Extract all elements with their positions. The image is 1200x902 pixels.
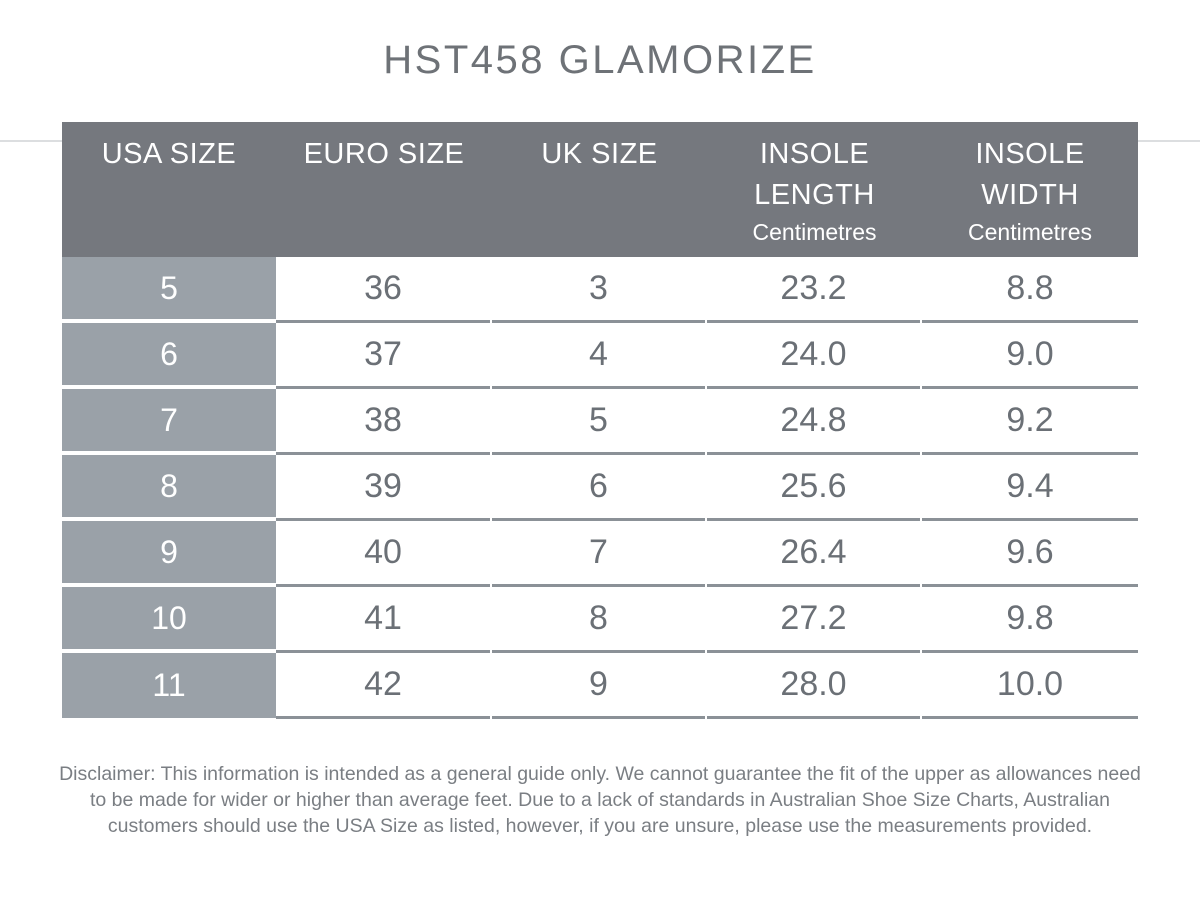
size-chart-table: USA SIZE EURO SIZE UK SIZE INSOLE LENGTH… bbox=[62, 122, 1138, 719]
column-header-sub: Centimetres bbox=[968, 219, 1092, 246]
value-cell: 41 bbox=[276, 587, 490, 653]
table-row: 8 39 6 25.6 9.4 bbox=[62, 455, 1138, 521]
column-header-label: INSOLE LENGTH bbox=[754, 138, 875, 212]
value-cell: 42 bbox=[276, 653, 490, 719]
value-cell: 9.8 bbox=[922, 587, 1138, 653]
column-header-insole-length: INSOLE LENGTH Centimetres bbox=[707, 122, 922, 257]
column-header-label: USA SIZE bbox=[101, 138, 237, 170]
value-cell: 8 bbox=[492, 587, 705, 653]
value-cell: 24.8 bbox=[707, 389, 920, 455]
value-cell: 37 bbox=[276, 323, 490, 389]
value-cell: 25.6 bbox=[707, 455, 920, 521]
value-cell: 23.2 bbox=[707, 257, 920, 323]
column-header-sub: Centimetres bbox=[752, 219, 877, 246]
value-cell: 5 bbox=[492, 389, 705, 455]
value-cell: 9.0 bbox=[922, 323, 1138, 389]
value-cell: 3 bbox=[492, 257, 705, 323]
value-cell: 9 bbox=[492, 653, 705, 719]
row-label-cell: 10 bbox=[62, 587, 276, 649]
column-header-label: EURO SIZE bbox=[303, 138, 465, 170]
table-row: 7 38 5 24.8 9.2 bbox=[62, 389, 1138, 455]
column-header-label: UK SIZE bbox=[541, 138, 658, 170]
row-label-cell: 9 bbox=[62, 521, 276, 583]
value-cell: 40 bbox=[276, 521, 490, 587]
table-row: 10 41 8 27.2 9.8 bbox=[62, 587, 1138, 653]
value-cell: 10.0 bbox=[922, 653, 1138, 719]
value-cell: 7 bbox=[492, 521, 705, 587]
value-cell: 24.0 bbox=[707, 323, 920, 389]
value-cell: 6 bbox=[492, 455, 705, 521]
value-cell: 28.0 bbox=[707, 653, 920, 719]
row-label-cell: 8 bbox=[62, 455, 276, 517]
table-header-row: USA SIZE EURO SIZE UK SIZE INSOLE LENGTH… bbox=[62, 122, 1138, 257]
column-header-uk-size: UK SIZE bbox=[492, 122, 707, 257]
column-header-insole-width: INSOLE WIDTH Centimetres bbox=[922, 122, 1138, 257]
row-label-cell: 7 bbox=[62, 389, 276, 451]
value-cell: 36 bbox=[276, 257, 490, 323]
value-cell: 38 bbox=[276, 389, 490, 455]
value-cell: 8.8 bbox=[922, 257, 1138, 323]
value-cell: 39 bbox=[276, 455, 490, 521]
column-header-label: INSOLE WIDTH bbox=[975, 138, 1085, 212]
table-row: 11 42 9 28.0 10.0 bbox=[62, 653, 1138, 719]
value-cell: 26.4 bbox=[707, 521, 920, 587]
table-body: 5 36 3 23.2 8.8 6 37 4 24.0 9.0 7 38 5 24.8 9.2 8 39 6 25.… bbox=[62, 257, 1138, 719]
value-cell: 4 bbox=[492, 323, 705, 389]
row-label-cell: 5 bbox=[62, 257, 276, 319]
page-title: HST458 GLAMORIZE bbox=[383, 38, 817, 82]
row-label-cell: 6 bbox=[62, 323, 276, 385]
value-cell: 9.2 bbox=[922, 389, 1138, 455]
value-cell: 9.4 bbox=[922, 455, 1138, 521]
disclaimer-text: Disclaimer: This information is intended… bbox=[59, 763, 1141, 838]
table-row: 5 36 3 23.2 8.8 bbox=[62, 257, 1138, 323]
value-cell: 27.2 bbox=[707, 587, 920, 653]
column-header-euro-size: EURO SIZE bbox=[276, 122, 492, 257]
table-row: 9 40 7 26.4 9.6 bbox=[62, 521, 1138, 587]
column-header-usa-size: USA SIZE bbox=[62, 122, 276, 257]
value-cell: 9.6 bbox=[922, 521, 1138, 587]
table-row: 6 37 4 24.0 9.0 bbox=[62, 323, 1138, 389]
row-label-cell: 11 bbox=[62, 653, 276, 718]
